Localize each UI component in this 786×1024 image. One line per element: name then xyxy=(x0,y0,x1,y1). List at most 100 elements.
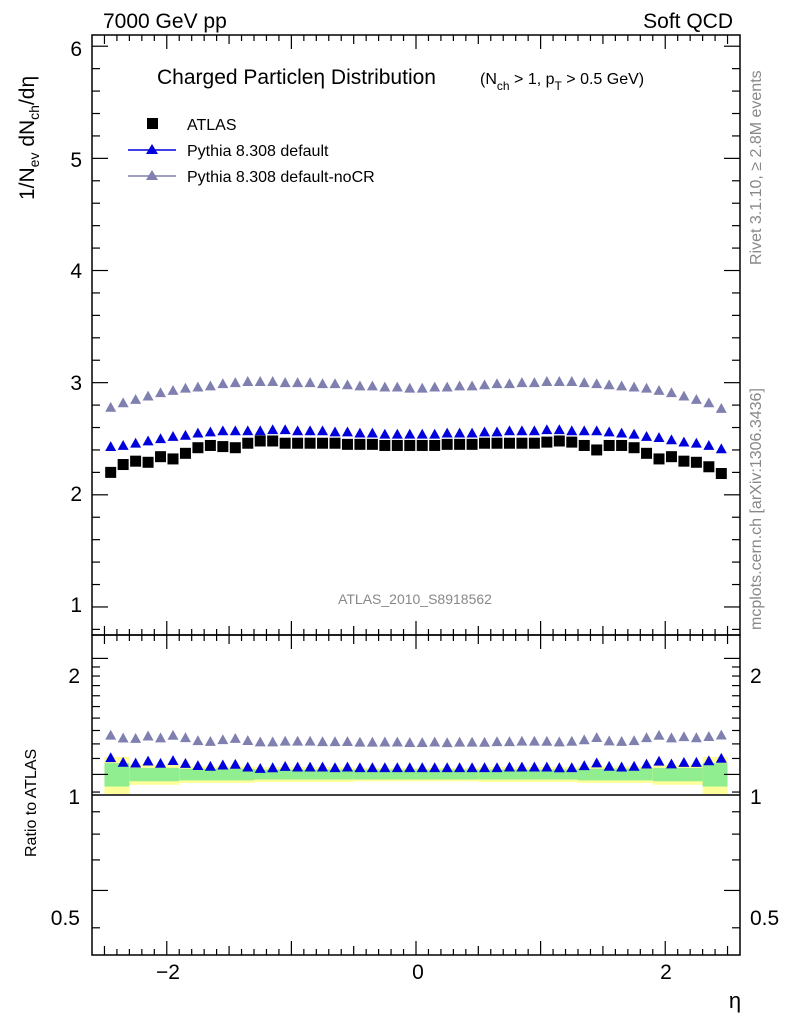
atlas-data-point xyxy=(142,456,154,468)
pythia-nocr-point-ratio xyxy=(379,736,391,747)
pythia-default-point-ratio xyxy=(690,756,702,767)
pythia-default-point xyxy=(441,427,453,438)
x-tick-label: 2 xyxy=(660,961,672,984)
pythia-default-point-ratio xyxy=(391,762,403,773)
pythia-default-point xyxy=(341,426,353,437)
pythia-nocr-point xyxy=(603,379,615,390)
atlas-data-point xyxy=(479,437,491,449)
pythia-nocr-point-ratio xyxy=(204,736,216,746)
pythia-default-point xyxy=(142,435,154,446)
inner-uncertainty-band xyxy=(129,767,180,782)
pythia-default-point-ratio xyxy=(628,760,640,771)
y-tick-label: 4 xyxy=(70,260,82,283)
pythia-nocr-point xyxy=(466,380,478,391)
pythia-default-point-ratio xyxy=(578,760,590,771)
chart-title: Charged Particleη Distribution xyxy=(157,66,436,89)
y-tick-label: 2 xyxy=(70,483,82,506)
pythia-default-point xyxy=(628,428,640,439)
pythia-nocr-point xyxy=(553,376,565,386)
inner-uncertainty-band xyxy=(353,769,479,780)
ratio-tick-label-right: 1 xyxy=(750,786,762,809)
atlas-data-point xyxy=(179,447,191,459)
x-tick-label: 0 xyxy=(412,961,424,984)
atlas-data-point xyxy=(541,436,553,448)
pythia-nocr-point xyxy=(516,377,528,388)
ratio-tick-label-right: 0.5 xyxy=(750,907,779,930)
pythia-default-point-ratio xyxy=(703,755,715,766)
atlas-data-point xyxy=(229,442,241,454)
pythia-nocr-point-ratio xyxy=(117,732,129,743)
pythia-nocr-point-ratio xyxy=(366,736,378,747)
y-tick-label: 5 xyxy=(70,149,82,172)
inner-uncertainty-band xyxy=(478,769,578,780)
pythia-nocr-point xyxy=(155,387,167,398)
pythia-nocr-point-ratio xyxy=(404,737,416,748)
data-markers xyxy=(105,376,727,773)
pythia-nocr-point xyxy=(404,382,416,393)
pythia-nocr-point-ratio xyxy=(217,734,229,745)
pythia-default-point-ratio xyxy=(217,759,229,770)
pythia-default-point xyxy=(690,437,702,448)
rivet-version-label: Rivet 3.1.10, ≥ 2.8M events xyxy=(748,70,765,265)
pythia-nocr-point xyxy=(578,377,590,388)
pythia-nocr-point-ratio xyxy=(715,729,727,740)
pythia-default-point xyxy=(242,425,254,436)
atlas-data-point xyxy=(703,461,715,473)
pythia-default-point-ratio xyxy=(292,761,304,772)
pythia-nocr-point-ratio xyxy=(528,735,540,746)
pythia-default-point-ratio xyxy=(155,757,167,768)
atlas-data-point xyxy=(267,435,279,447)
pythia-nocr-point xyxy=(429,381,441,392)
pythia-default-point-ratio xyxy=(566,762,578,773)
pythia-nocr-point-ratio xyxy=(429,736,441,747)
pythia-nocr-point-ratio xyxy=(591,732,603,743)
pythia-nocr-point xyxy=(491,378,503,389)
pythia-nocr-point-ratio xyxy=(242,735,254,746)
pythia-nocr-point xyxy=(715,402,727,413)
atlas-data-point xyxy=(304,437,316,449)
pythia-default-point-ratio xyxy=(117,756,129,767)
legend-marker-atlas xyxy=(147,118,158,129)
pythia-nocr-point-ratio xyxy=(105,729,117,740)
pythia-nocr-point xyxy=(341,379,353,390)
pythia-nocr-point xyxy=(641,382,653,393)
chart-subtitle: (Nch > 1, pT > 0.5 GeV) xyxy=(480,71,644,93)
pythia-nocr-point-ratio xyxy=(179,732,191,743)
pythia-nocr-point-ratio xyxy=(603,735,615,746)
atlas-data-point xyxy=(329,437,341,449)
pythia-nocr-point-ratio xyxy=(354,736,366,747)
pythia-nocr-point-ratio xyxy=(454,736,466,747)
pythia-default-point xyxy=(653,432,665,443)
y-tick-label: 3 xyxy=(70,372,82,395)
pythia-nocr-point-ratio xyxy=(267,736,279,747)
pythia-default-point xyxy=(566,425,578,436)
pythia-default-point xyxy=(641,430,653,441)
pythia-nocr-point-ratio xyxy=(317,736,329,747)
pythia-nocr-point xyxy=(142,390,154,401)
atlas-data-point xyxy=(254,435,266,447)
pythia-nocr-point-ratio xyxy=(441,737,453,748)
legend-label: Pythia 8.308 default-noCR xyxy=(187,169,375,186)
atlas-data-point xyxy=(441,438,453,450)
pythia-default-point xyxy=(267,424,279,435)
pythia-default-point xyxy=(503,425,515,436)
pythia-default-point xyxy=(665,434,677,445)
x-tick-labels: −2 0 2 xyxy=(156,961,672,984)
atlas-data-point xyxy=(715,468,727,480)
pythia-nocr-point xyxy=(479,379,491,390)
mcplots-label: mcplots.cern.ch [arXiv:1306.3436] xyxy=(748,388,765,630)
pythia-default-point-ratio xyxy=(167,755,179,765)
pythia-nocr-point xyxy=(591,378,603,389)
y-tick-labels: 1 2 3 4 5 6 xyxy=(70,38,82,617)
atlas-data-point xyxy=(578,439,590,451)
pythia-nocr-point xyxy=(454,380,466,391)
legend: ATLAS Pythia 8.308 default Pythia 8.308 … xyxy=(128,117,375,186)
atlas-data-point xyxy=(678,455,690,467)
pythia-default-point-ratio xyxy=(379,762,391,773)
pythia-nocr-point-ratio xyxy=(391,736,403,747)
pythia-nocr-point xyxy=(379,381,391,392)
atlas-data-point xyxy=(653,453,665,465)
pythia-nocr-point-ratio xyxy=(616,736,628,746)
pythia-nocr-point xyxy=(179,382,191,393)
ratio-axis-label: Ratio to ATLAS xyxy=(23,749,40,857)
